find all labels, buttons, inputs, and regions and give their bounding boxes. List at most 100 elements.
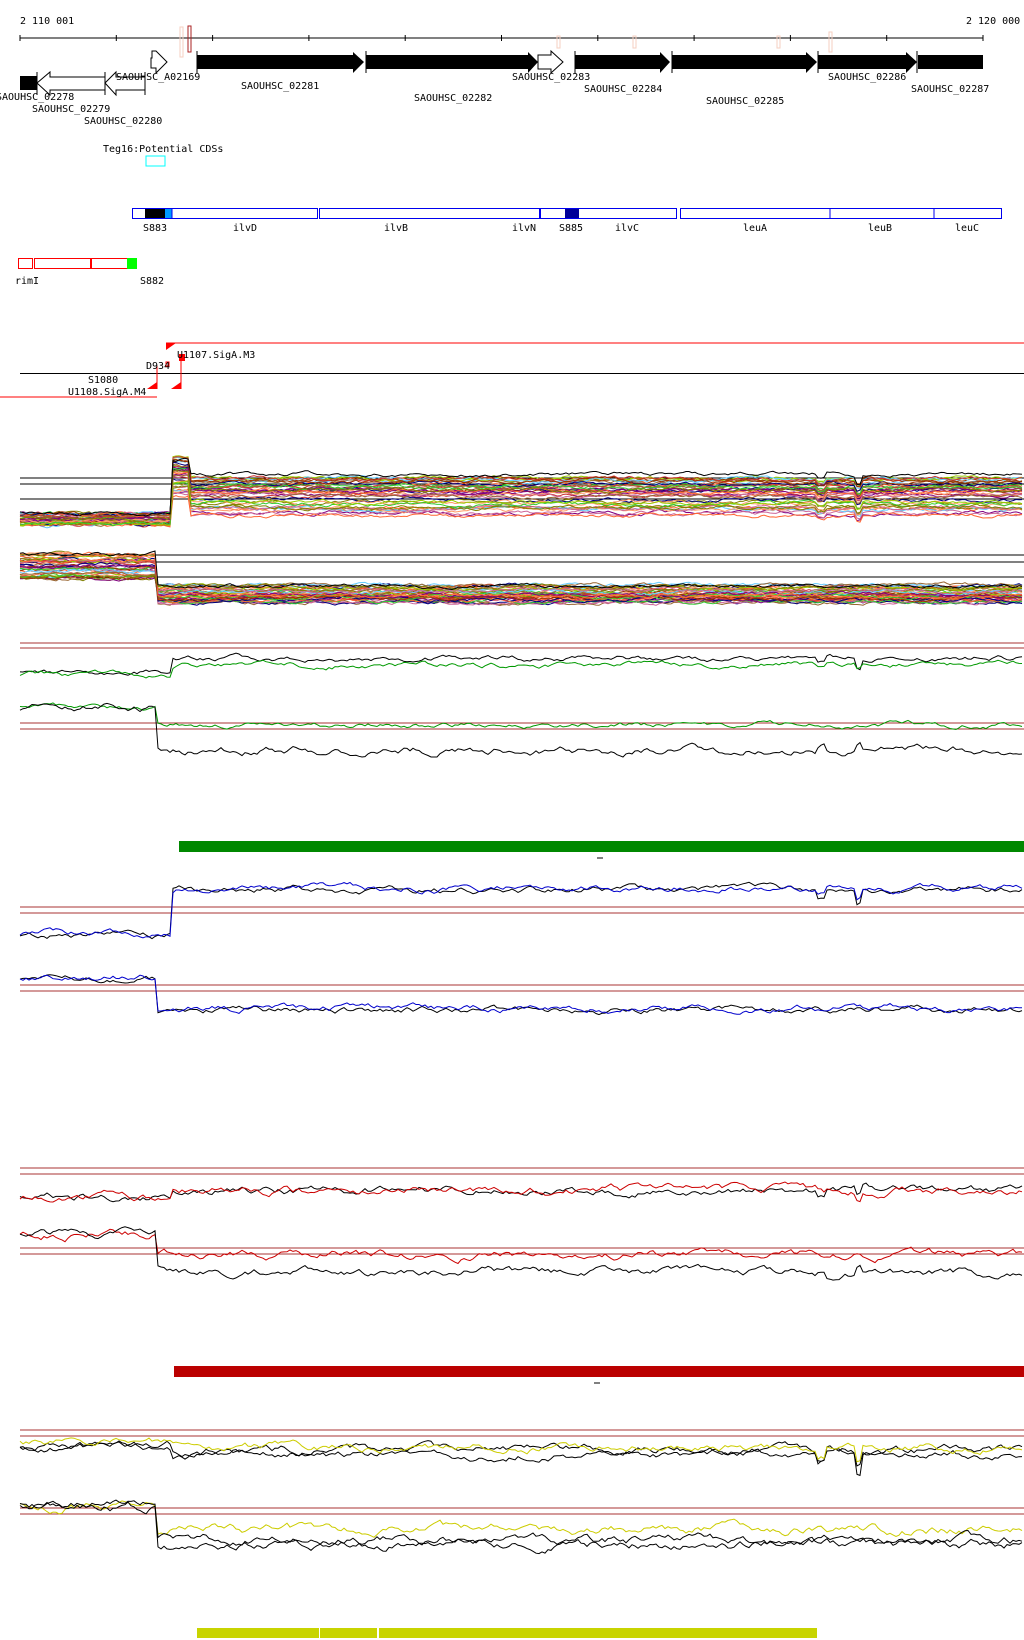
ruler-end-label: 2 120 000: [966, 16, 1020, 27]
gene-02278[interactable]: [20, 76, 37, 90]
signal-trace: [19, 564, 1023, 599]
feature-leu[interactable]: [680, 208, 1002, 219]
ruler-start-label: 2 110 001: [20, 16, 74, 27]
feature-label: leuB: [868, 223, 892, 234]
gene-label: SAOUHSC_02281: [241, 81, 319, 92]
signal-trace: [19, 571, 1023, 589]
feature-ilvB[interactable]: [319, 208, 540, 219]
feature-label: S882: [140, 276, 164, 287]
signal-trace: [19, 1440, 1023, 1477]
gene-02282[interactable]: [366, 52, 538, 73]
signal-trace: [19, 702, 1023, 758]
signal-trace: [19, 974, 1023, 1015]
signal-trace: [19, 471, 1023, 518]
green-region-bar: [179, 841, 1024, 852]
gene-label: SAOUHSC_02282: [414, 93, 492, 104]
signal-trace: [19, 468, 1023, 521]
signal-trace: [19, 461, 1023, 517]
gene-02283[interactable]: [537, 49, 564, 75]
signal-trace: [19, 457, 1023, 517]
gene-label: SAOUHSC_02283: [512, 72, 590, 83]
signal-trace: [19, 550, 1023, 591]
feature-label: leuA: [743, 223, 767, 234]
ruler-mark: [179, 26, 184, 58]
promoter-m4-arrow[interactable]: [171, 382, 181, 389]
gene-02286[interactable]: [818, 52, 917, 73]
ruler-mark: [776, 35, 781, 49]
feature-label: S885: [559, 223, 583, 234]
yellow-region-bar: [320, 1628, 377, 1638]
feature-S885[interactable]: [565, 209, 579, 218]
feature-box[interactable]: [34, 258, 91, 269]
ruler-mark: [828, 31, 833, 53]
feature-box[interactable]: [91, 258, 128, 269]
promoter-label: D934: [146, 361, 170, 372]
signal-trace: [19, 563, 1023, 603]
signal-trace: [19, 459, 1023, 517]
gene-label: SAOUHSC_A02169: [116, 72, 200, 83]
signal-trace: [19, 881, 1023, 940]
signal-trace: [19, 495, 1023, 527]
signal-trace: [19, 492, 1023, 523]
feature-track: [132, 208, 1002, 219]
signal-trace: [19, 572, 1023, 605]
ruler-mark: [632, 35, 637, 49]
gene-label: SAOUHSC_02286: [828, 72, 906, 83]
potential-cds[interactable]: [145, 155, 166, 167]
signal-trace: [20, 474, 1023, 521]
ruler-mark: [556, 35, 561, 49]
signal-trace: [19, 564, 1023, 606]
gene-02284[interactable]: [575, 52, 670, 73]
yellow-region-bar: [197, 1628, 319, 1638]
signal-trace: [19, 1441, 1023, 1467]
gene-label: SAOUHSC_02279: [32, 104, 110, 115]
gene-label: SAOUHSC_02284: [584, 84, 662, 95]
ruler: 2 110 001 2 120 000: [19, 16, 1020, 58]
gene-label: SAOUHSC_02285: [706, 96, 784, 107]
feature-label: ilvN: [512, 223, 536, 234]
gene-track: SAOUHSC_02278 SAOUHSC_02279 SAOUHSC_0228…: [0, 49, 989, 127]
feature-label: leuC: [955, 223, 979, 234]
gene-label: SAOUHSC_02280: [84, 116, 162, 127]
feature-ilvC[interactable]: [540, 208, 677, 219]
signal-trace: [19, 480, 1023, 527]
feature-S883[interactable]: [145, 209, 165, 218]
signal-trace: [19, 1437, 1023, 1463]
signal-trace: [19, 881, 1023, 939]
minus-feature-track: [18, 258, 137, 269]
signal-trace: [19, 557, 1023, 595]
gene-02285[interactable]: [672, 52, 817, 73]
signal-trace: [19, 1228, 1023, 1265]
promoter-m3-arrow[interactable]: [166, 343, 176, 350]
feature-label: ilvD: [233, 223, 257, 234]
signal-trace: [19, 473, 1023, 518]
signal-trace: [19, 1500, 1023, 1538]
feature-block[interactable]: [165, 209, 172, 218]
gene-label: SAOUHSC_02287: [911, 84, 989, 95]
signal-trace: [19, 1226, 1023, 1281]
feature-label: rimI: [15, 276, 39, 287]
signal-trace: [19, 974, 1023, 1016]
gene-A02169[interactable]: [150, 50, 168, 75]
promoter-d934[interactable]: [179, 354, 185, 361]
signal-trace: [19, 1181, 1023, 1203]
promoter-label: U1107.SigA.M3: [177, 350, 255, 361]
signal-trace: [19, 558, 1023, 600]
ruler-mark: [187, 25, 192, 53]
signal-trace: [19, 702, 1023, 731]
feature-box[interactable]: [132, 208, 318, 219]
feature-rimI[interactable]: [18, 258, 33, 269]
feature-label: S883: [143, 223, 167, 234]
signal-trace: [19, 1499, 1023, 1548]
signal-trace: [19, 652, 1023, 676]
feature-label: ilvC: [615, 223, 639, 234]
yellow-region-bar: [379, 1628, 817, 1638]
promoter-label: S1080: [88, 375, 118, 386]
gene-02281[interactable]: [197, 52, 364, 73]
feature-label: ilvB: [384, 223, 408, 234]
feature-S882[interactable]: [127, 258, 137, 269]
signal-trace: [19, 568, 1023, 597]
gene-02287[interactable]: [918, 55, 983, 69]
gene-label: SAOUHSC_02278: [0, 92, 74, 103]
